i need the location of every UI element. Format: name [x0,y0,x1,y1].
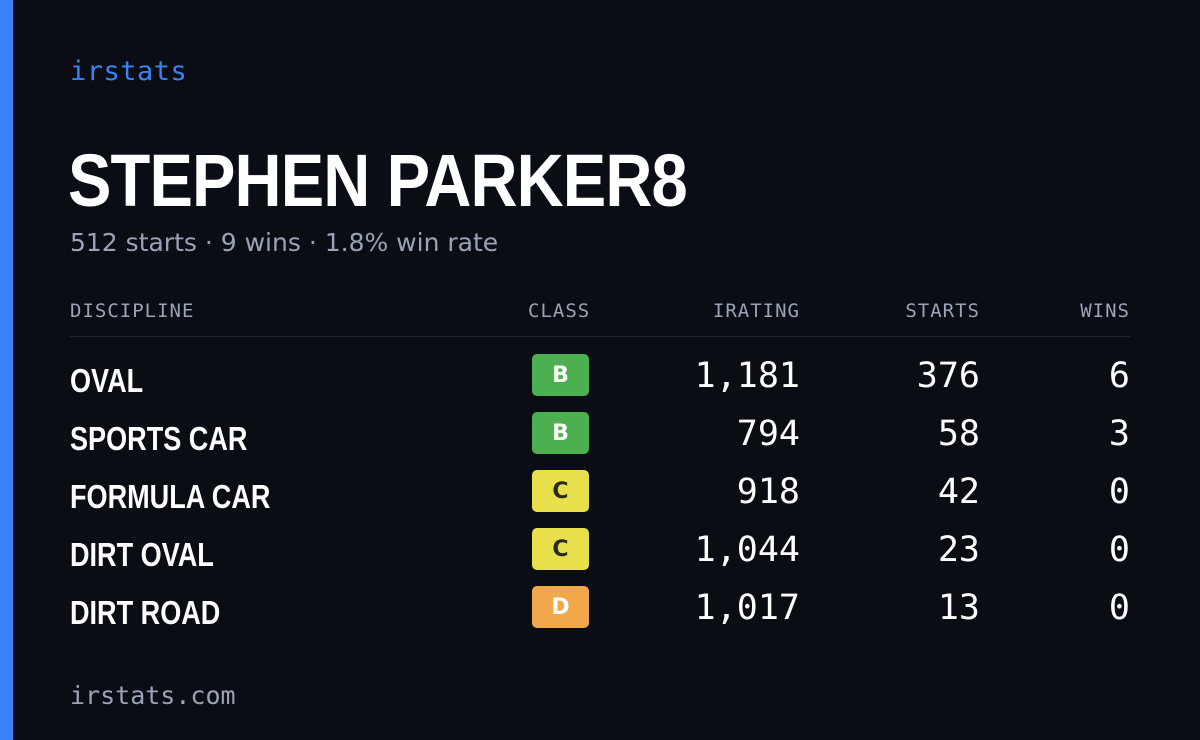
irating-value: 1,044 [694,530,800,570]
irating-value: 918 [736,472,800,512]
column-header-discipline: DISCIPLINE [70,300,195,322]
table-row: OVAL B 1,181 376 6 [70,354,1130,412]
discipline-name: DIRT ROAD [70,594,221,631]
discipline-name: FORMULA CAR [70,478,271,515]
discipline-name: SPORTS CAR [70,420,248,457]
table-row: SPORTS CAR B 794 58 3 [70,412,1130,470]
table-row: FORMULA CAR C 918 42 0 [70,470,1130,528]
table-header: DISCIPLINE CLASS IRATING STARTS WINS [70,298,1130,337]
driver-summary: 512 starts · 9 wins · 1.8% win rate [70,228,499,257]
starts-value: 23 [937,530,980,570]
irating-value: 794 [736,414,800,454]
wins-value: 3 [1108,414,1130,454]
footer-url: irstats.com [70,681,236,710]
license-class-badge: B [532,354,589,396]
license-class-badge: D [532,586,589,628]
wins-value: 6 [1108,356,1130,396]
column-header-class: CLASS [528,300,591,322]
discipline-name: OVAL [70,362,144,399]
table-row: DIRT ROAD D 1,017 13 0 [70,586,1130,644]
starts-value: 13 [937,588,980,628]
wins-value: 0 [1108,588,1130,628]
stats-table: DISCIPLINE CLASS IRATING STARTS WINS OVA… [70,298,1130,644]
column-header-starts: STARTS [905,300,980,322]
starts-value: 58 [937,414,980,454]
accent-bar [0,0,13,740]
starts-value: 376 [916,356,980,396]
column-header-irating: IRATING [712,300,800,322]
wins-value: 0 [1108,472,1130,512]
wins-value: 0 [1108,530,1130,570]
starts-value: 42 [937,472,980,512]
table-body: OVAL B 1,181 376 6 SPORTS CAR B 794 58 3 FORMULA C… [70,354,1130,644]
table-row: DIRT OVAL C 1,044 23 0 [70,528,1130,586]
license-class-badge: B [532,412,589,454]
license-class-badge: C [532,528,589,570]
page-title: STEPHEN PARKER8 [68,139,688,222]
discipline-name: DIRT OVAL [70,536,214,573]
irating-value: 1,181 [694,356,800,396]
column-header-wins: WINS [1080,300,1130,322]
irating-value: 1,017 [694,588,800,628]
brand-logo: irstats [70,56,188,87]
license-class-badge: C [532,470,589,512]
